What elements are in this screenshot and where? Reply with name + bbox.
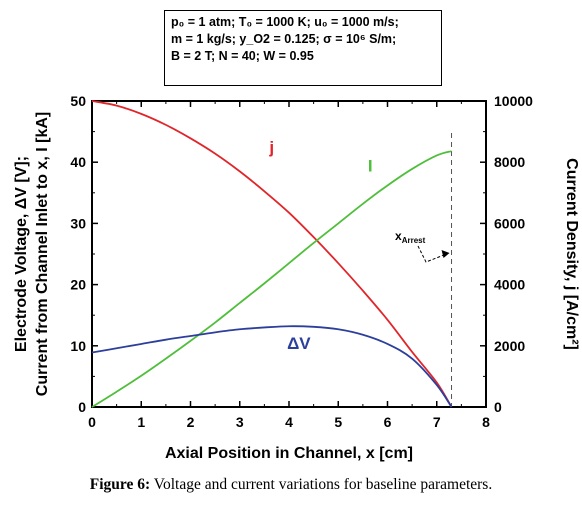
x-tick-label: 3 xyxy=(236,414,244,430)
arrest-arrowhead xyxy=(441,250,450,258)
series-label-j: j xyxy=(268,138,274,157)
y-right-tick-label: 8000 xyxy=(494,154,525,170)
y-left-tick-label: 30 xyxy=(70,215,86,231)
param-line-2: m = 1 kg/s; y_O2 = 0.125; σ = 10⁶ S/m; xyxy=(171,32,397,46)
x-tick-label: 1 xyxy=(137,414,145,430)
series-line-i xyxy=(91,150,452,408)
parameter-box: p₀ = 1 atm; T₀ = 1000 K; u₀ = 1000 m/s; … xyxy=(164,10,442,86)
y-left-tick-label: 10 xyxy=(70,338,86,354)
series-line-j xyxy=(91,100,453,408)
series-label-i: I xyxy=(368,156,373,175)
y-left-tick-label: 0 xyxy=(78,399,86,415)
series-line-delta-v xyxy=(91,325,453,408)
caption-label: Figure 6: xyxy=(89,476,151,493)
y-right-axis-title: Current Density, j [A/cm²] xyxy=(563,158,580,350)
series-label-delta-v: ΔV xyxy=(287,334,311,353)
x-tick-label: 5 xyxy=(334,414,342,430)
y-left-tick-label: 20 xyxy=(70,277,86,293)
arrest-arrow xyxy=(417,245,447,263)
caption-text: Voltage and current variations for basel… xyxy=(150,476,493,493)
y-right-tick-label: 10000 xyxy=(494,93,533,109)
y-right-tick-label: 0 xyxy=(494,399,502,415)
y-left-tick-label: 40 xyxy=(70,154,86,170)
param-line-1: p₀ = 1 atm; T₀ = 1000 K; u₀ = 1000 m/s; xyxy=(171,15,399,29)
x-tick-label: 6 xyxy=(384,414,392,430)
y-right-tick-label: 6000 xyxy=(494,215,525,231)
x-tick-label: 2 xyxy=(187,414,195,430)
y-left-axis-title-line2: Current from Channel Inlet to x, I [kA] xyxy=(34,112,51,396)
x-tick-label: 8 xyxy=(482,414,490,430)
plot-frame xyxy=(91,100,487,408)
arrest-annotation-subscript: Arrest xyxy=(402,236,426,245)
x-axis-title: Axial Position in Channel, x [cm] xyxy=(165,445,413,462)
y-right-tick-label: 4000 xyxy=(494,277,525,293)
figure-caption: Figure 6: Voltage and current variations… xyxy=(0,476,582,494)
y-right-tick-label: 2000 xyxy=(494,338,525,354)
y-left-tick-label: 50 xyxy=(70,93,86,109)
chart-svg: 0 1 2 3 4 5 6 7 80102030405002000400060008000100… xyxy=(13,93,580,462)
x-tick-label: 0 xyxy=(88,414,96,430)
arrest-annotation: xArrest xyxy=(395,229,426,245)
x-tick-label: 7 xyxy=(433,414,441,430)
x-tick-label: 4 xyxy=(285,414,293,430)
param-line-3: B = 2 T; N = 40; W = 0.95 xyxy=(171,49,314,63)
y-left-axis-title-line1: Electrode Voltage, ΔV [V]; xyxy=(13,156,30,352)
